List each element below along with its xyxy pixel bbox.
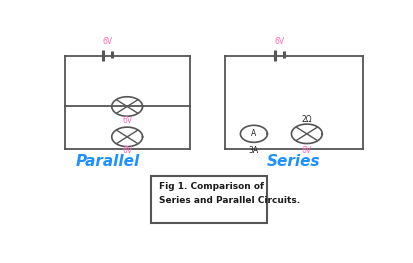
Text: 6V: 6V: [274, 37, 284, 46]
Text: 6V: 6V: [122, 116, 132, 125]
Text: A: A: [251, 129, 256, 138]
FancyBboxPatch shape: [151, 176, 266, 223]
Text: Fig 1. Comparison of
Series and Parallel Circuits.: Fig 1. Comparison of Series and Parallel…: [158, 183, 299, 205]
Text: 6V: 6V: [122, 146, 132, 155]
Text: 3A: 3A: [248, 146, 258, 155]
Text: Series: Series: [266, 154, 320, 169]
Text: 2Ω: 2Ω: [301, 115, 311, 124]
Text: 6V: 6V: [102, 37, 113, 46]
Text: Parallel: Parallel: [76, 154, 140, 169]
Text: 6V: 6V: [301, 146, 311, 155]
